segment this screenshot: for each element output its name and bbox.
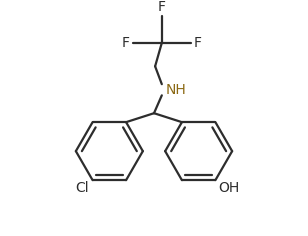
Text: F: F	[122, 36, 130, 50]
Text: OH: OH	[219, 181, 240, 195]
Text: NH: NH	[165, 83, 186, 97]
Text: F: F	[193, 36, 201, 50]
Text: F: F	[158, 0, 166, 14]
Text: Cl: Cl	[76, 181, 89, 195]
